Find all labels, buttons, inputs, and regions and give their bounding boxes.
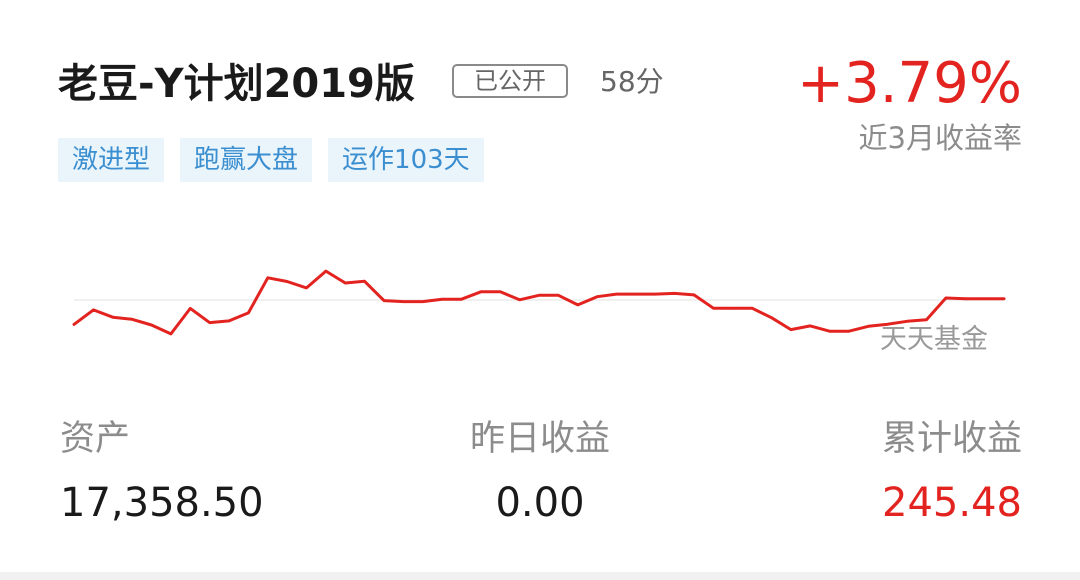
chart-point	[770, 316, 773, 319]
chart-point	[557, 294, 560, 297]
chart-point	[595, 295, 599, 298]
chart-point	[169, 332, 173, 336]
chart-point	[925, 318, 928, 321]
chart-point	[576, 303, 579, 307]
chart-point	[150, 323, 153, 327]
chart-points	[72, 269, 1006, 336]
chart-point	[499, 290, 502, 293]
chart-point	[1002, 297, 1006, 300]
chart-point	[72, 323, 76, 326]
chart-point	[440, 298, 444, 301]
assets-value: 17,358.50	[60, 480, 264, 526]
chart-point	[266, 276, 269, 279]
chart-point	[654, 292, 657, 296]
chart-point	[324, 269, 328, 273]
chart-point	[130, 318, 134, 321]
chart-series-line	[72, 269, 1006, 336]
chart-point	[402, 300, 405, 303]
public-status-badge: 已公开	[452, 64, 568, 98]
chart-point	[905, 320, 909, 323]
chart-point	[305, 286, 308, 290]
three-month-return-rate: +3.79%	[797, 51, 1022, 116]
tag-aggressive: 激进型	[58, 138, 165, 182]
yesterday-income-value: 0.00	[495, 480, 585, 526]
chart-point	[344, 281, 347, 285]
chart-point	[634, 292, 638, 296]
tag-running-days: 运作103天	[328, 138, 484, 182]
plan-score: 58分	[600, 65, 664, 98]
chart-point	[750, 307, 754, 310]
total-income-label: 累计收益	[881, 419, 1022, 459]
chart-point	[460, 298, 463, 301]
plan-title[interactable]: 老豆-Y计划2019版	[58, 61, 415, 107]
chart-point	[828, 330, 831, 333]
chart-point	[111, 316, 115, 319]
total-income-value: 245.48	[882, 480, 1022, 526]
chart-point	[382, 299, 386, 302]
chart-point	[208, 321, 211, 324]
chart-point	[363, 280, 366, 283]
chart-point	[518, 298, 521, 301]
tag-beat-market: 跑赢大盘	[180, 138, 313, 182]
assets-label: 资产	[60, 419, 131, 459]
tiantian-fund-watermark: 天天基金	[880, 324, 988, 355]
performance-line-chart	[72, 269, 1006, 336]
chart-point	[479, 290, 483, 293]
chart-point	[809, 324, 812, 328]
three-month-return-label: 近3月收益率	[858, 121, 1022, 155]
chart-point	[537, 294, 541, 297]
chart-point	[92, 308, 95, 312]
chart-point	[712, 307, 715, 310]
chart-point	[789, 328, 793, 331]
chart-point	[867, 325, 870, 328]
chart-point	[964, 297, 967, 300]
chart-point	[886, 323, 889, 326]
chart-point	[731, 307, 734, 310]
chart-point	[247, 311, 250, 315]
chart-point	[944, 296, 948, 300]
chart-point	[692, 293, 696, 297]
chart-point	[421, 300, 424, 303]
chart-point	[189, 307, 192, 310]
chart-point	[227, 319, 231, 323]
chart-point	[847, 330, 851, 333]
yesterday-income-label: 昨日收益	[469, 419, 611, 459]
chart-point	[615, 292, 618, 296]
chart-point	[673, 292, 676, 295]
plan-tags: 激进型 跑赢大盘 运作103天	[58, 138, 484, 182]
chart-point	[983, 297, 986, 300]
chart-point	[285, 280, 289, 283]
